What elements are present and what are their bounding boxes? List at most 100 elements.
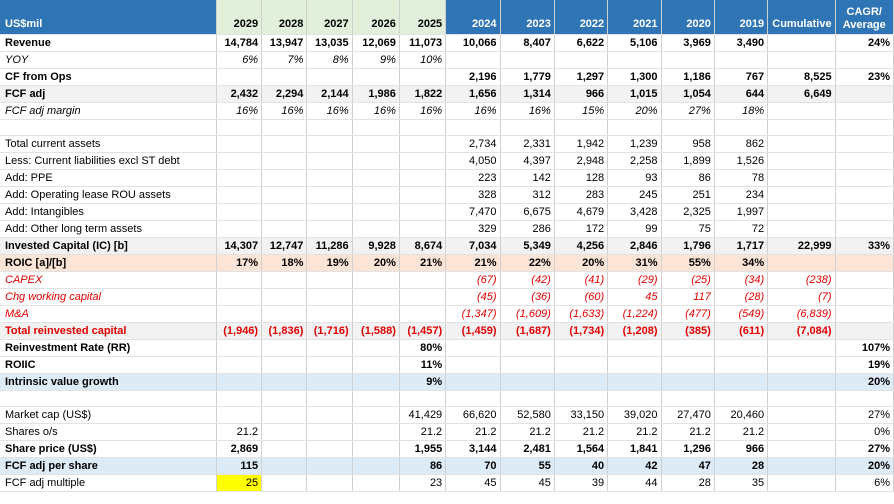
value-cell[interactable]: 14,307: [216, 237, 263, 255]
value-cell[interactable]: 1,986: [352, 85, 400, 103]
value-cell[interactable]: [352, 119, 400, 136]
value-cell[interactable]: 70: [445, 457, 501, 475]
value-cell[interactable]: [835, 322, 894, 340]
value-cell[interactable]: (1,836): [261, 322, 308, 340]
value-cell[interactable]: (1,347): [445, 305, 501, 323]
value-cell[interactable]: [306, 203, 353, 221]
value-cell[interactable]: 52,580: [500, 406, 555, 424]
value-cell[interactable]: 16%: [352, 102, 400, 120]
row-label-cell[interactable]: ROIIC: [0, 356, 217, 374]
value-cell[interactable]: 19%: [835, 356, 894, 374]
value-cell[interactable]: [445, 339, 501, 357]
value-cell[interactable]: 21.2: [714, 423, 769, 441]
value-cell[interactable]: 39: [554, 474, 609, 492]
value-cell[interactable]: 966: [714, 440, 769, 458]
value-cell[interactable]: [554, 119, 609, 136]
row-label-cell[interactable]: Reinvestment Rate (RR): [0, 339, 217, 357]
value-cell[interactable]: 142: [500, 169, 555, 187]
value-cell[interactable]: 4,679: [554, 203, 609, 221]
value-cell[interactable]: 283: [554, 186, 609, 204]
header-cell[interactable]: 2019: [714, 0, 769, 35]
value-cell[interactable]: [661, 119, 715, 136]
header-cell[interactable]: 2020: [661, 0, 715, 35]
value-cell[interactable]: [399, 119, 447, 136]
value-cell[interactable]: 1,942: [554, 135, 609, 153]
header-cell[interactable]: 2022: [554, 0, 609, 35]
value-cell[interactable]: [216, 68, 263, 86]
value-cell[interactable]: (549): [714, 305, 769, 323]
value-cell[interactable]: 9%: [399, 373, 447, 391]
row-label-cell[interactable]: FCF adj multiple: [0, 474, 217, 492]
value-cell[interactable]: (42): [500, 271, 555, 289]
value-cell[interactable]: 20%: [835, 373, 894, 391]
value-cell[interactable]: [607, 390, 662, 407]
value-cell[interactable]: [554, 339, 609, 357]
value-cell[interactable]: [399, 390, 447, 407]
value-cell[interactable]: [607, 339, 662, 357]
value-cell[interactable]: [261, 220, 308, 238]
value-cell[interactable]: [261, 288, 308, 306]
value-cell[interactable]: 12,747: [261, 237, 308, 255]
value-cell[interactable]: 13,035: [306, 34, 353, 52]
value-cell[interactable]: 4,397: [500, 152, 555, 170]
value-cell[interactable]: [835, 390, 894, 407]
value-cell[interactable]: 17%: [216, 254, 263, 272]
value-cell[interactable]: 1,526: [714, 152, 769, 170]
value-cell[interactable]: [607, 119, 662, 136]
value-cell[interactable]: 21.2: [500, 423, 555, 441]
value-cell[interactable]: [216, 119, 263, 136]
value-cell[interactable]: 3,490: [714, 34, 769, 52]
value-cell[interactable]: [835, 135, 894, 153]
value-cell[interactable]: 16%: [261, 102, 308, 120]
value-cell[interactable]: [500, 339, 555, 357]
value-cell[interactable]: 27%: [835, 406, 894, 424]
value-cell[interactable]: 8%: [306, 51, 353, 69]
value-cell[interactable]: 1,955: [399, 440, 447, 458]
value-cell[interactable]: 245: [607, 186, 662, 204]
value-cell[interactable]: (45): [445, 288, 501, 306]
value-cell[interactable]: [835, 186, 894, 204]
value-cell[interactable]: 2,331: [500, 135, 555, 153]
value-cell[interactable]: 21.2: [216, 423, 263, 441]
value-cell[interactable]: 21.2: [661, 423, 715, 441]
value-cell[interactable]: (1,633): [554, 305, 609, 323]
value-cell[interactable]: 767: [714, 68, 769, 86]
value-cell[interactable]: (611): [714, 322, 769, 340]
value-cell[interactable]: [352, 68, 400, 86]
value-cell[interactable]: 27%: [661, 102, 715, 120]
value-cell[interactable]: 55: [500, 457, 555, 475]
value-cell[interactable]: [306, 474, 353, 492]
value-cell[interactable]: 8,674: [399, 237, 447, 255]
value-cell[interactable]: 21%: [399, 254, 447, 272]
value-cell[interactable]: [261, 474, 308, 492]
value-cell[interactable]: 14,784: [216, 34, 263, 52]
value-cell[interactable]: 2,325: [661, 203, 715, 221]
value-cell[interactable]: 6,622: [554, 34, 609, 52]
value-cell[interactable]: 99: [607, 220, 662, 238]
value-cell[interactable]: (1,224): [607, 305, 662, 323]
value-cell[interactable]: [261, 457, 308, 475]
value-cell[interactable]: [767, 356, 836, 374]
value-cell[interactable]: 9,928: [352, 237, 400, 255]
header-cell[interactable]: CAGR/ Average: [835, 0, 894, 35]
value-cell[interactable]: [714, 339, 769, 357]
value-cell[interactable]: [261, 406, 308, 424]
value-cell[interactable]: 115: [216, 457, 263, 475]
value-cell[interactable]: 11%: [399, 356, 447, 374]
value-cell[interactable]: [306, 186, 353, 204]
value-cell[interactable]: [767, 254, 836, 272]
value-cell[interactable]: 18%: [714, 102, 769, 120]
value-cell[interactable]: 45: [500, 474, 555, 492]
value-cell[interactable]: [306, 390, 353, 407]
value-cell[interactable]: [261, 119, 308, 136]
value-cell[interactable]: [714, 390, 769, 407]
value-cell[interactable]: 10,066: [445, 34, 501, 52]
value-cell[interactable]: 35: [714, 474, 769, 492]
value-cell[interactable]: 4,256: [554, 237, 609, 255]
value-cell[interactable]: 2,869: [216, 440, 263, 458]
value-cell[interactable]: 28: [714, 457, 769, 475]
value-cell[interactable]: 1,314: [500, 85, 555, 103]
value-cell[interactable]: [661, 356, 715, 374]
value-cell[interactable]: [261, 390, 308, 407]
row-label-cell[interactable]: FCF adj per share: [0, 457, 217, 475]
